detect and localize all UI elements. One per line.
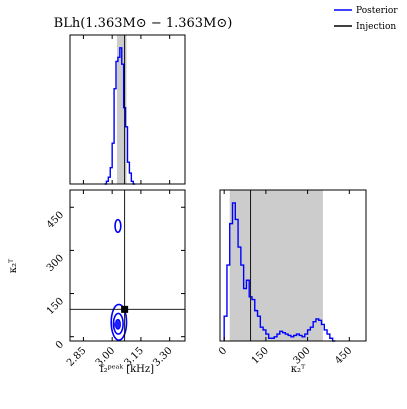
- ytick-label: 450: [45, 210, 66, 231]
- panel-kappa-marginal: 0 150 300 450: [217, 189, 367, 367]
- histogram-f2: [104, 47, 136, 185]
- legend-label-posterior: Posterior: [356, 6, 398, 16]
- credible-interval-shade: [229, 190, 323, 341]
- injection-point: [121, 305, 129, 313]
- panel-frame: [219, 189, 367, 342]
- xtick-label: 150: [250, 345, 271, 366]
- xlabel-f2peak: f₂ᵖᵉᵃᵏ [kHz]: [100, 364, 154, 375]
- panel-frame: [69, 34, 186, 185]
- ylabel-kappa: κ₂ᵀ: [8, 258, 19, 273]
- ytick-label: 0: [54, 339, 66, 351]
- contour-middle: [112, 312, 124, 335]
- xtick-label: 2.85: [65, 345, 89, 369]
- xtick-label: 0: [217, 345, 229, 357]
- histogram-kappa: [223, 202, 336, 342]
- contour-outer: [110, 303, 128, 341]
- ytick-label: 150: [45, 296, 66, 317]
- xlabel-kappa: κ₂ᵀ: [291, 364, 306, 375]
- xtick-label: 450: [333, 345, 354, 366]
- legend-label-injection: Injection: [356, 22, 396, 32]
- panel-frame: [69, 189, 186, 342]
- legend: Posterior Injection: [334, 6, 398, 32]
- credible-interval-shade: [116, 35, 127, 184]
- xtick-label: 3.30: [151, 345, 175, 369]
- density-peak-marker: [114, 321, 122, 329]
- chart-title: BLh(1.363M⊙ − 1.363M⊙): [54, 16, 233, 31]
- contour-island: [114, 218, 122, 234]
- ytick-label: 300: [45, 253, 66, 274]
- panel-f2-marginal: [69, 34, 186, 185]
